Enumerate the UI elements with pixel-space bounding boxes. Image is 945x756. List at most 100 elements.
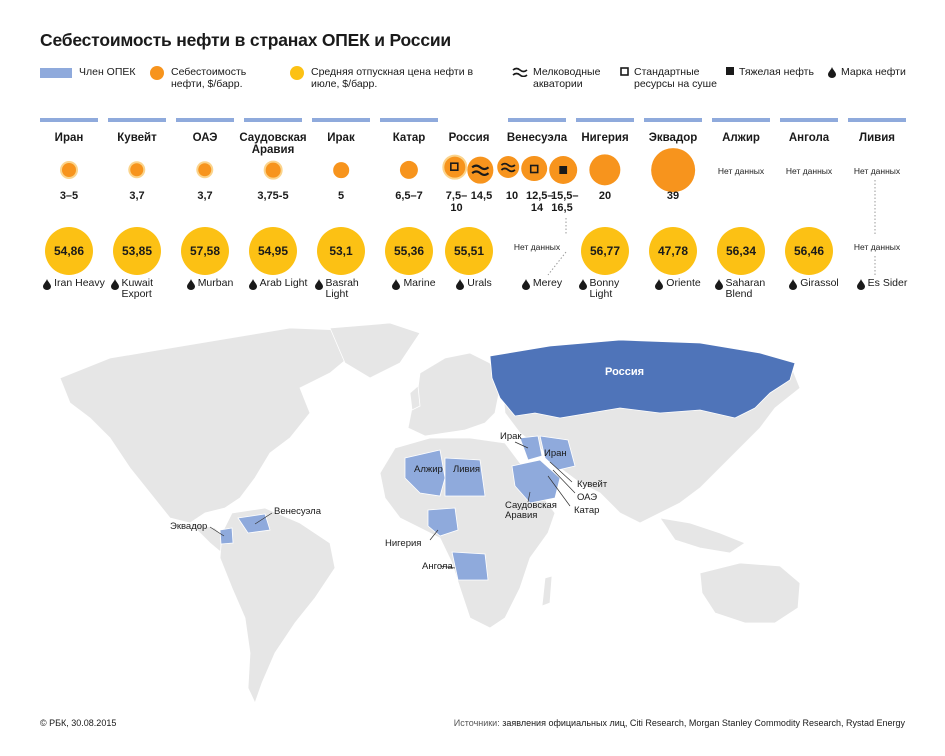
oil-drop-icon	[392, 279, 401, 293]
map-label-libya: Ливия	[453, 464, 481, 475]
oil-drop-icon	[655, 279, 664, 293]
price-bubble: 56,77	[581, 227, 629, 275]
cost-label: 3,7	[158, 190, 252, 202]
oil-drop-icon	[43, 279, 52, 293]
cost-bubble	[265, 162, 281, 178]
opec-bar	[848, 118, 906, 122]
cost-bubbles	[265, 162, 281, 178]
oil-drop-icon	[456, 279, 465, 293]
opec-bar	[576, 118, 634, 122]
cost-label: 5	[294, 190, 388, 202]
cost-value: 15,5– 16,5	[551, 190, 579, 214]
oil-brand: Marine	[374, 278, 454, 293]
legend-shallow-label: Мелководные акватории	[533, 66, 601, 90]
oil-brand-name: Murban	[197, 277, 234, 289]
oil-brand-name: Es Sider	[867, 277, 908, 289]
iraq-shape	[519, 435, 543, 461]
opec-swatch	[40, 68, 72, 78]
cost-bubble	[62, 163, 76, 177]
opec-bar	[40, 118, 98, 122]
cost-label: 20	[558, 190, 652, 202]
country-name: Алжир	[722, 132, 760, 144]
opec-bar	[244, 118, 302, 122]
cost-bubbles	[198, 163, 212, 177]
cost-value: 6,5–7	[395, 190, 423, 202]
map-label-iran: Иран	[544, 448, 567, 459]
price-bubble: 54,86	[45, 227, 93, 275]
oil-brand: Saharan Blend	[706, 278, 786, 300]
country-name: Кувейт	[117, 132, 157, 144]
country-column: Россия 7,5– 10 14,5 55,51 Urals	[440, 118, 498, 308]
australia-shape	[699, 562, 801, 624]
oil-brand: Iran Heavy	[34, 278, 114, 293]
map-label-nigeria: Нигерия	[385, 538, 422, 549]
world-map-svg	[59, 322, 801, 705]
opec-bar	[508, 118, 566, 122]
oil-brand: Arab Light	[238, 278, 318, 293]
oil-brand-name: Oriente	[666, 277, 701, 289]
oil-brand: Bonny Light	[570, 278, 650, 300]
cost-label: 3,7	[90, 190, 184, 202]
angola-shape	[451, 551, 489, 581]
oil-brand-name: Urals	[467, 277, 492, 289]
oil-brand: Oriente	[638, 278, 718, 293]
legend-brand: Марка нефти	[828, 66, 906, 78]
north-america-shape	[59, 327, 361, 524]
country-name: Венесуэла	[506, 132, 568, 144]
no-data-label: Нет данных	[717, 166, 765, 176]
cost-label: 39	[626, 190, 720, 202]
legend: Член ОПЕК Себестоимость нефти, $/барр. С…	[0, 66, 945, 96]
map-label-saudi: Саудовская Аравия	[505, 500, 557, 521]
cost-bubbles	[651, 148, 695, 192]
oil-drop-icon	[521, 279, 530, 293]
country-name: ОАЭ	[192, 132, 218, 144]
country-name: Ирак	[327, 132, 355, 144]
no-data-label: Нет данных	[853, 166, 901, 176]
map-label-qatar: Катар	[574, 505, 600, 516]
legend-heavy-label: Тяжелая нефть	[739, 66, 814, 78]
no-data-label: Нет данных	[513, 242, 561, 252]
legend-onshore: Стандартные ресурсы на суше	[620, 66, 724, 90]
cost-bubble	[521, 156, 547, 182]
cost-bubble	[548, 156, 577, 184]
country-name: Нигерия	[581, 132, 629, 144]
cost-value: 10	[505, 190, 519, 202]
opec-bar	[312, 118, 370, 122]
cost-bubble	[497, 156, 520, 179]
country-name: Ангола	[788, 132, 830, 144]
cost-bubble	[130, 163, 144, 177]
south-america-shape	[219, 507, 336, 705]
cost-bubbles	[589, 154, 621, 186]
sources-label: Источники:	[453, 718, 500, 728]
cost-bubble	[467, 156, 494, 184]
country-name: Иран	[54, 132, 84, 144]
legend-price-label: Средняя отпускная цена нефти в июле, $/б…	[311, 66, 474, 90]
oil-brand: Basrah Light	[306, 278, 386, 300]
footer-copyright: © РБК, 30.08.2015	[40, 718, 117, 728]
cost-bubble	[333, 162, 349, 178]
opec-bar	[380, 118, 438, 122]
greenland-shape	[329, 322, 421, 379]
cost-value: 3,7	[129, 190, 145, 202]
russia-shape	[489, 339, 796, 419]
cost-label: 6,5–7	[362, 190, 456, 202]
oil-brand-name: Merey	[532, 277, 563, 289]
map-label-russia: Россия	[605, 366, 645, 378]
price-bubble: 54,95	[249, 227, 297, 275]
country-column: Иран 3–5 54,86 Iran Heavy	[40, 118, 105, 308]
oil-drop-icon	[578, 279, 587, 293]
algeria-shape	[404, 449, 446, 497]
legend-heavy: Тяжелая нефть	[726, 66, 814, 78]
country-column: Катар 6,5–7 55,36 Marine	[380, 118, 438, 308]
oil-brand: Kuwait Export	[102, 278, 182, 300]
map-label-algeria: Алжир	[414, 464, 443, 475]
no-data-label: Нет данных	[785, 166, 833, 176]
map-label-angola: Ангола	[422, 561, 453, 572]
legend-cost-label: Себестоимость нефти, $/барр.	[171, 66, 247, 90]
oil-drop-icon	[789, 279, 798, 293]
page-title: Себестоимость нефти в странах ОПЕК и Рос…	[40, 30, 451, 50]
oil-brand-name: Arab Light	[259, 277, 308, 289]
opec-bar	[712, 118, 770, 122]
oil-brand-name: Iran Heavy	[54, 277, 105, 289]
oil-brand-name: Basrah Light	[325, 277, 359, 300]
